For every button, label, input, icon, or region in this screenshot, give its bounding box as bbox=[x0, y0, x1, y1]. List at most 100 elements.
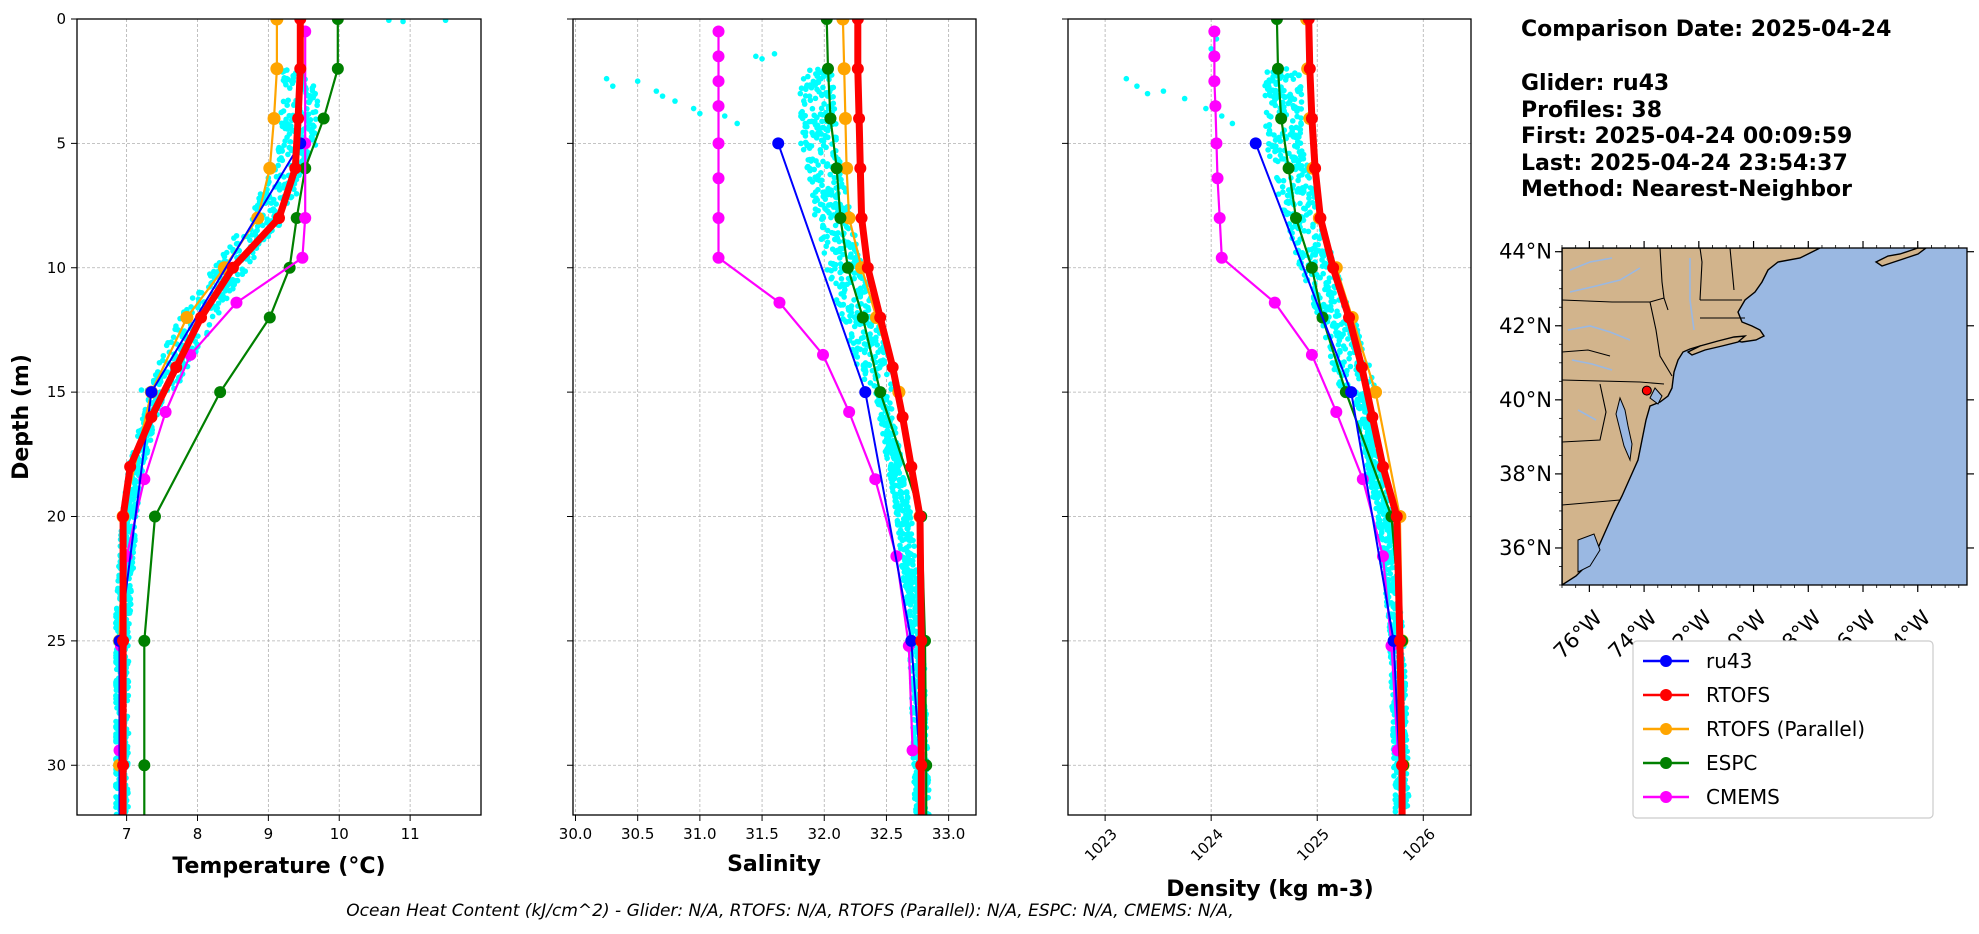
salinity-marker-rtofs-parallel- bbox=[837, 62, 851, 76]
glider-scatter-point bbox=[282, 79, 288, 85]
glider-scatter-point bbox=[1301, 228, 1308, 234]
glider-scatter-point bbox=[815, 66, 821, 73]
glider-scatter-point bbox=[226, 287, 233, 294]
map-glider-marker bbox=[1641, 385, 1652, 396]
glider-scatter-point bbox=[1296, 149, 1303, 155]
glider-scatter-point bbox=[1328, 307, 1335, 313]
glider-scatter-point bbox=[1294, 144, 1301, 150]
glider-scatter-point bbox=[800, 76, 807, 82]
glider-scatter-point bbox=[818, 105, 825, 112]
glider-scatter-point bbox=[815, 79, 822, 86]
salinity-marker-cmems bbox=[906, 744, 919, 757]
glider-scatter-point bbox=[314, 102, 320, 109]
glider-scatter-point bbox=[807, 67, 813, 74]
glider-scatter-point bbox=[823, 163, 830, 170]
glider-scatter-point bbox=[278, 120, 285, 127]
glider-scatter-point bbox=[305, 92, 311, 99]
density-marker-cmems bbox=[1209, 100, 1222, 113]
glider-scatter-point bbox=[195, 333, 201, 339]
glider-scatter-point bbox=[160, 352, 167, 359]
glider-scatter-point bbox=[215, 300, 222, 306]
glider-scatter-point bbox=[811, 211, 818, 218]
glider-scatter-point bbox=[814, 114, 820, 121]
glider-scatter-point bbox=[798, 140, 804, 147]
map-land bbox=[1562, 248, 1821, 585]
glider-scatter-point bbox=[288, 193, 295, 200]
depth-ytick-label: 30 bbox=[47, 756, 66, 774]
legend-marker-cmems bbox=[1660, 791, 1672, 803]
glider-scatter-point bbox=[1370, 441, 1376, 448]
density-marker-cmems bbox=[1215, 251, 1228, 264]
glider-scatter-point bbox=[887, 463, 894, 470]
glider-scatter-point bbox=[831, 174, 838, 181]
depth-ytick-label: 10 bbox=[47, 259, 66, 277]
glider-scatter-point bbox=[1403, 705, 1409, 711]
glider-scatter-point bbox=[1282, 94, 1288, 101]
glider-scatter-point bbox=[1342, 346, 1349, 352]
glider-scatter-point bbox=[890, 437, 896, 444]
glider-scatter-point bbox=[1374, 493, 1381, 499]
glider-scatter-point bbox=[284, 102, 290, 109]
density-marker-cmems bbox=[1305, 348, 1318, 361]
glider-scatter-point bbox=[281, 142, 287, 148]
glider-scatter-point bbox=[1391, 615, 1397, 621]
glider-scatter-point bbox=[1311, 234, 1318, 240]
glider-scatter-point bbox=[1275, 176, 1281, 183]
glider-scatter-point bbox=[841, 206, 848, 213]
legend-label: ESPC bbox=[1706, 751, 1757, 775]
salinity-marker-rtofs bbox=[915, 634, 928, 647]
glider-scatter-point bbox=[254, 227, 260, 234]
legend-label: CMEMS bbox=[1706, 785, 1780, 809]
glider-scatter-point bbox=[1280, 189, 1286, 195]
salinity-xticks: 30.0 30.5 31.0 31.5 32.0 32.5 33.0 bbox=[559, 815, 965, 843]
glider-scatter-point bbox=[823, 144, 829, 151]
glider-scatter-point bbox=[862, 364, 868, 371]
glider-scatter-point bbox=[1292, 132, 1299, 138]
glider-scatter-point bbox=[824, 127, 831, 134]
depth-ytick-label: 5 bbox=[56, 134, 66, 152]
glider-scatter-point bbox=[1269, 100, 1275, 106]
temperature-line-espc bbox=[143, 19, 339, 815]
map-lon-label: 76°W bbox=[1549, 605, 1607, 663]
glider-scatter-point bbox=[851, 297, 857, 303]
glider-scatter-point bbox=[1298, 99, 1305, 105]
glider-scatter-point bbox=[275, 162, 281, 169]
glider-scatter-point bbox=[1266, 121, 1273, 128]
glider-scatter-point bbox=[1389, 583, 1395, 589]
glider-scatter-point bbox=[897, 545, 904, 552]
glider-scatter-point bbox=[832, 222, 839, 229]
glider-scatter-point bbox=[833, 280, 839, 287]
glider-scatter-point bbox=[1322, 334, 1329, 341]
glider-scatter-point bbox=[841, 283, 848, 290]
salinity-grid bbox=[573, 18, 976, 815]
glider-scatter-point bbox=[1390, 738, 1397, 744]
salinity-marker-cmems bbox=[712, 251, 725, 264]
density-marker-espc bbox=[1270, 19, 1283, 25]
glider-scatter-point bbox=[910, 537, 916, 544]
glider-scatter-point bbox=[1160, 88, 1167, 94]
salinity-marker-espc bbox=[841, 261, 854, 274]
density-marker-espc bbox=[1271, 62, 1284, 75]
glider-scatter-point bbox=[913, 649, 920, 655]
temperature-panel: 7 8 9 10 11 0 5 10 15 20 25 30 Temperature (°C) De… bbox=[9, 10, 482, 879]
salinity-line-espc bbox=[825, 19, 928, 815]
glider-scatter-point bbox=[884, 393, 890, 400]
glider-scatter-point bbox=[812, 122, 819, 128]
glider-scatter-point bbox=[1404, 748, 1410, 755]
salinity-marker-rtofs bbox=[886, 361, 899, 374]
density-panel: 1023 1024 1025 1026 Density (kg m-3) bbox=[1062, 18, 1472, 902]
glider-scatter-point bbox=[610, 83, 616, 89]
glider-scatter-point bbox=[824, 227, 831, 234]
glider-scatter-point bbox=[1390, 727, 1396, 734]
glider-scatter-point bbox=[883, 371, 890, 378]
glider-scatter-point bbox=[896, 477, 903, 484]
glider-scatter-point bbox=[830, 100, 837, 107]
glider-scatter-point bbox=[1357, 403, 1363, 410]
density-marker-rtofs bbox=[1393, 634, 1406, 647]
legend-box bbox=[1632, 640, 1934, 819]
depth-ytick-label: 20 bbox=[47, 508, 66, 526]
glider-scatter-point bbox=[165, 339, 171, 346]
temperature-xtick-label: 8 bbox=[193, 825, 203, 843]
glider-scatter-point bbox=[264, 219, 270, 226]
glider-scatter-point bbox=[284, 134, 290, 141]
